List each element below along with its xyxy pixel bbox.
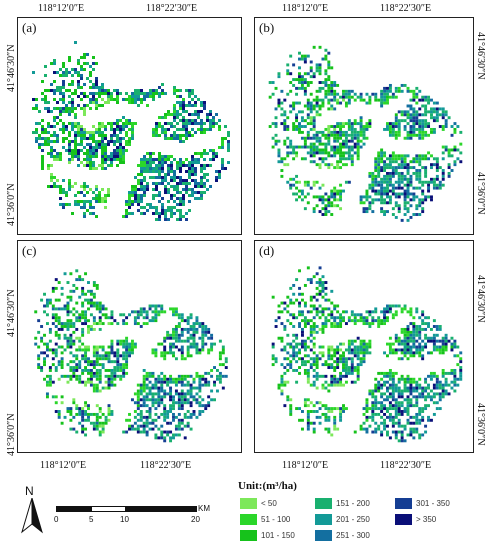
legend-swatch: [315, 514, 332, 525]
panel-label-a: (a): [22, 20, 37, 35]
scale-seg-3: [125, 506, 197, 512]
lon-label-top-left-2: 118°12′0″E: [282, 3, 329, 14]
legend-swatch: [240, 530, 257, 541]
legend-label: 151 - 200: [336, 499, 370, 508]
lat-label-south-d: 41°36′0″N: [475, 403, 486, 446]
lat-label-north-b: 41°46′30″N: [475, 32, 486, 80]
legend-label: 51 - 100: [261, 515, 291, 524]
scale-bar: [56, 506, 221, 530]
lon-label-bottom-right-2: 118°22′30″E: [380, 460, 432, 471]
lat-label-south-b: 41°36′0″N: [475, 172, 486, 215]
north-arrow: N: [20, 484, 44, 534]
scale-tick-0: 0: [54, 515, 59, 524]
forest-map-b: [268, 45, 463, 222]
panel-label-b: (b): [259, 20, 275, 35]
map-panel-a: (a): [17, 17, 242, 235]
legend-label: 201 - 250: [336, 515, 370, 524]
legend-label: 301 - 350: [416, 499, 450, 508]
forest-map-d: [271, 266, 463, 443]
scale-tick-20: 20: [191, 515, 200, 524]
legend-title: Unit:(m³/ha): [238, 480, 297, 492]
lon-label-top-right: 118°22′30″E: [146, 3, 198, 14]
legend-label: > 350: [416, 515, 437, 524]
forest-cells: [32, 41, 230, 221]
legend-swatch: [395, 514, 412, 525]
forest-cells: [271, 266, 463, 443]
panel-label-d: (d): [259, 243, 275, 258]
lon-label-top-right-2: 118°22′30″E: [380, 3, 432, 14]
legend-swatch: [315, 498, 332, 509]
north-label: N: [25, 484, 34, 498]
legend-swatch: [315, 530, 332, 541]
lat-label-north-d: 41°46′30″N: [475, 275, 486, 323]
legend-swatch: [395, 498, 412, 509]
panel-label-c: (c): [22, 243, 37, 258]
lon-label-bottom-left-2: 118°12′0″E: [282, 460, 329, 471]
lon-label-bottom-left: 118°12′0″E: [40, 460, 87, 471]
legend-swatch: [240, 498, 257, 509]
legend-label: < 50: [261, 499, 277, 508]
legend-swatch: [240, 514, 257, 525]
lat-label-north-c: 41°46′30″N: [6, 289, 17, 337]
lon-label-bottom-right: 118°22′30″E: [140, 460, 192, 471]
scale-tick-5: 5: [89, 515, 94, 524]
scale-unit: KM: [198, 504, 210, 513]
lat-label-south-c: 41°36′0″N: [6, 413, 17, 456]
forest-map-a: [32, 41, 230, 221]
lat-label-north-a: 41°46′30″N: [6, 44, 17, 92]
map-panel-b: (b): [254, 17, 474, 235]
lat-label-south-a: 41°36′0″N: [6, 183, 17, 226]
lon-label-top-left: 118°12′0″E: [38, 3, 85, 14]
legend-label: 101 - 150: [261, 531, 295, 540]
forest-cells: [34, 269, 228, 443]
scale-tick-10: 10: [120, 515, 129, 524]
legend-label: 251 - 300: [336, 531, 370, 540]
map-panel-d: (d): [254, 240, 474, 453]
scale-seg-2: [91, 506, 127, 512]
scale-seg-1: [56, 506, 93, 512]
north-arrow-icon: [21, 498, 43, 534]
forest-map-c: [34, 269, 228, 443]
forest-cells: [268, 45, 463, 222]
map-panel-c: (c): [17, 240, 242, 453]
